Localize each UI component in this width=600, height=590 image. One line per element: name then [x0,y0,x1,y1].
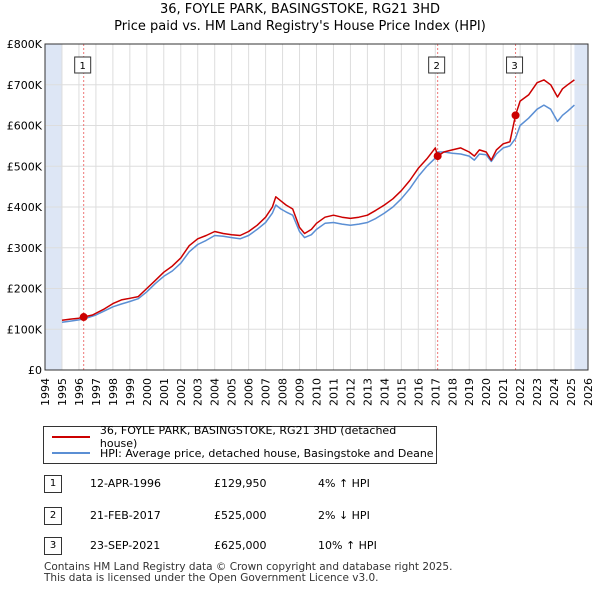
plot-frame [44,43,589,371]
legend-item-hpi: HPI: Average price, detached house, Basi… [52,446,434,460]
transaction-number-badge: 2 [44,507,62,525]
transaction-row: 2 21-FEB-2017 £525,000 2% ↓ HPI [0,507,600,525]
x-tick-label: 2018 [446,378,459,406]
y-tick-label: £200K [7,283,43,296]
x-tick-label: 2010 [311,378,324,406]
chart-title-line-2: Price paid vs. HM Land Registry's House … [114,19,486,34]
x-tick-label: 2006 [243,378,256,406]
y-tick-label: £600K [7,120,43,133]
transaction-hpi-change: 10% ↑ HPI [318,539,377,552]
x-tick-label: 2005 [226,378,239,406]
transaction-marker-label: 3 [511,61,517,72]
x-tick-label: 2017 [429,378,442,406]
x-tick-label: 2023 [531,378,544,406]
chart-title-line-1: 36, FOYLE PARK, BASINGSTOKE, RG21 3HD [159,2,441,17]
x-tick-label: 2001 [158,378,171,406]
legend-swatch-property [52,436,90,438]
transaction-date: 21-FEB-2017 [90,509,161,522]
x-tick-label: 1999 [124,378,137,406]
transaction-date: 12-APR-1996 [90,477,162,490]
transaction-row: 3 23-SEP-2021 £625,000 10% ↑ HPI [0,537,600,555]
y-tick-label: £700K [7,79,43,92]
x-tick-label: 2000 [141,378,154,406]
transaction-row: 1 12-APR-1996 £129,950 4% ↑ HPI [0,475,600,493]
transaction-price: £129,950 [214,477,267,490]
y-tick-label: £400K [7,201,43,214]
chart-legend: 36, FOYLE PARK, BASINGSTOKE, RG21 3HD (d… [43,424,437,464]
transaction-marker-badge [506,56,524,74]
y-tick-label: £300K [7,242,43,255]
y-tick-label: £0 [28,364,42,377]
hpi-line [61,104,575,324]
x-tick-label: 1994 [39,378,52,406]
sale-point [79,313,88,322]
x-tick-label: 2025 [565,378,578,406]
transaction-marker-badge [428,56,446,74]
x-tick-label: 2021 [497,378,510,406]
x-tick-label: 2014 [378,378,391,406]
x-tick-label: 2024 [548,378,561,406]
legend-item-property: 36, FOYLE PARK, BASINGSTOKE, RG21 3HD (d… [52,424,436,450]
transaction-price: £525,000 [214,509,267,522]
transaction-hpi-change: 4% ↑ HPI [318,477,370,490]
footer-line-1: Contains HM Land Registry data © Crown c… [44,561,453,573]
transaction-marker-label: 2 [433,61,439,72]
transaction-marker-label: 1 [80,61,86,72]
price-chart: 1 2 3 £0 £100K £200K £300K £400K £500K £600K £700… [7,38,595,406]
x-tick-label: 2002 [175,378,188,406]
transaction-marker-badge [74,56,92,74]
footer-line-2: This data is licensed under the Open Gov… [44,572,379,584]
x-tick-label: 2022 [514,378,527,406]
transaction-date: 23-SEP-2021 [90,539,161,552]
transaction-number-badge: 1 [44,475,62,493]
x-tick-label: 1996 [73,378,86,406]
x-tick-label: 2009 [294,378,307,406]
x-tick-label: 2020 [480,378,493,406]
y-tick-label: £500K [7,160,43,173]
x-tick-label: 2003 [192,378,205,406]
transaction-hpi-change: 2% ↓ HPI [318,509,370,522]
x-tick-label: 2004 [209,378,222,406]
sale-point [511,111,520,120]
y-tick-label: £100K [7,323,43,336]
transaction-number-badge: 3 [44,537,62,555]
sale-point [433,152,442,161]
x-tick-label: 2016 [412,378,425,406]
x-tick-label: 2012 [344,378,357,406]
transaction-price: £625,000 [214,539,267,552]
x-tick-label: 2008 [277,378,290,406]
x-tick-label: 2007 [260,378,273,406]
x-tick-label: 2011 [327,378,340,406]
property-price-line [61,79,575,322]
legend-label-property: 36, FOYLE PARK, BASINGSTOKE, RG21 3HD (d… [99,424,397,450]
y-tick-label: £800K [7,38,43,51]
x-tick-label: 1995 [56,378,69,406]
legend-label-hpi: HPI: Average price, detached house, Basi… [100,446,434,460]
legend-swatch-hpi [52,452,90,454]
x-tick-label: 2026 [582,378,595,406]
x-tick-label: 2013 [361,378,374,406]
x-tick-label: 1998 [107,378,120,406]
x-tick-label: 2015 [395,378,408,406]
x-tick-label: 1997 [90,378,103,406]
footer-attribution: Contains HM Land Registry data © Crown c… [44,562,452,584]
x-tick-label: 2019 [463,378,476,406]
